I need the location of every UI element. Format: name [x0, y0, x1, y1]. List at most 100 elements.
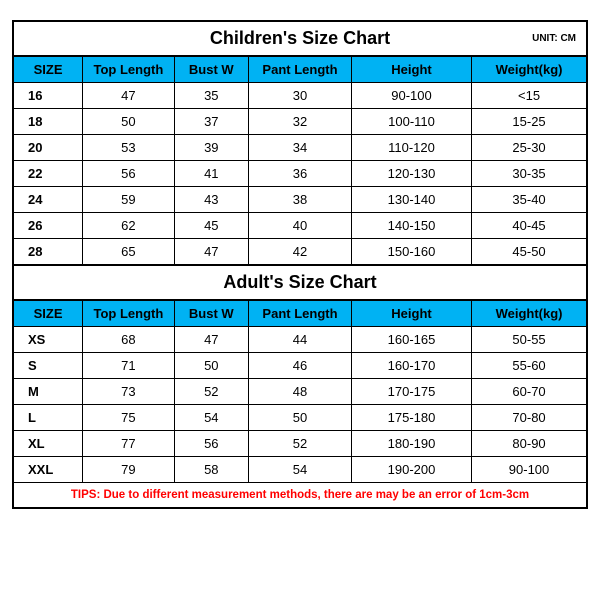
children-chart-title: Children's Size Chart — [162, 28, 438, 49]
col-height: Height — [351, 301, 471, 327]
data-cell: 55-60 — [472, 353, 586, 379]
data-cell: 54 — [249, 457, 352, 483]
col-top-length: Top Length — [83, 301, 175, 327]
data-cell: 75 — [83, 405, 175, 431]
data-cell: 65 — [83, 239, 175, 265]
data-cell: 41 — [174, 161, 248, 187]
unit-label: UNIT: CM — [438, 33, 576, 44]
data-cell: 34 — [249, 135, 352, 161]
data-cell: 44 — [249, 327, 352, 353]
data-cell: 71 — [83, 353, 175, 379]
data-cell: 130-140 — [351, 187, 471, 213]
data-cell: 59 — [83, 187, 175, 213]
table-row: L755450175-18070-80 — [14, 405, 586, 431]
data-cell: 48 — [249, 379, 352, 405]
children-title-row: Children's Size Chart UNIT: CM — [14, 22, 586, 56]
table-row: 26624540140-15040-45 — [14, 213, 586, 239]
data-cell: 15-25 — [472, 109, 586, 135]
table-row: 22564136120-13030-35 — [14, 161, 586, 187]
data-cell: 43 — [174, 187, 248, 213]
data-cell: 175-180 — [351, 405, 471, 431]
data-cell: 120-130 — [351, 161, 471, 187]
data-cell: 52 — [174, 379, 248, 405]
table-row: 1647353090-100<15 — [14, 83, 586, 109]
data-cell: <15 — [472, 83, 586, 109]
size-chart-container: Children's Size Chart UNIT: CM SIZE Top … — [12, 20, 588, 509]
data-cell: 90-100 — [472, 457, 586, 483]
data-cell: 35 — [174, 83, 248, 109]
size-cell: XS — [14, 327, 83, 353]
data-cell: 80-90 — [472, 431, 586, 457]
data-cell: 50 — [249, 405, 352, 431]
data-cell: 30 — [249, 83, 352, 109]
tips-table: TIPS: Due to different measurement metho… — [14, 482, 586, 507]
col-weight: Weight(kg) — [472, 301, 586, 327]
data-cell: 39 — [174, 135, 248, 161]
table-row: 24594338130-14035-40 — [14, 187, 586, 213]
table-row: 18503732100-11015-25 — [14, 109, 586, 135]
data-cell: 68 — [83, 327, 175, 353]
col-weight: Weight(kg) — [472, 57, 586, 83]
size-cell: M — [14, 379, 83, 405]
data-cell: 160-170 — [351, 353, 471, 379]
data-cell: 47 — [174, 239, 248, 265]
data-cell: 37 — [174, 109, 248, 135]
data-cell: 73 — [83, 379, 175, 405]
tips-row: TIPS: Due to different measurement metho… — [14, 483, 586, 508]
data-cell: 50-55 — [472, 327, 586, 353]
data-cell: 35-40 — [472, 187, 586, 213]
col-bust-w: Bust W — [174, 57, 248, 83]
data-cell: 140-150 — [351, 213, 471, 239]
data-cell: 79 — [83, 457, 175, 483]
adult-chart-title: Adult's Size Chart — [162, 272, 438, 293]
data-cell: 150-160 — [351, 239, 471, 265]
data-cell: 180-190 — [351, 431, 471, 457]
size-cell: XXL — [14, 457, 83, 483]
table-row: M735248170-17560-70 — [14, 379, 586, 405]
size-cell: 16 — [14, 83, 83, 109]
data-cell: 36 — [249, 161, 352, 187]
col-size: SIZE — [14, 57, 83, 83]
data-cell: 50 — [83, 109, 175, 135]
adult-header-row: SIZE Top Length Bust W Pant Length Heigh… — [14, 301, 586, 327]
size-cell: 28 — [14, 239, 83, 265]
size-cell: L — [14, 405, 83, 431]
data-cell: 45-50 — [472, 239, 586, 265]
data-cell: 40 — [249, 213, 352, 239]
data-cell: 110-120 — [351, 135, 471, 161]
data-cell: 56 — [174, 431, 248, 457]
col-size: SIZE — [14, 301, 83, 327]
children-size-table: SIZE Top Length Bust W Pant Length Heigh… — [14, 56, 586, 265]
data-cell: 30-35 — [472, 161, 586, 187]
adult-size-table: SIZE Top Length Bust W Pant Length Heigh… — [14, 300, 586, 482]
children-header-row: SIZE Top Length Bust W Pant Length Heigh… — [14, 57, 586, 83]
data-cell: 190-200 — [351, 457, 471, 483]
data-cell: 160-165 — [351, 327, 471, 353]
data-cell: 77 — [83, 431, 175, 457]
data-cell: 170-175 — [351, 379, 471, 405]
data-cell: 54 — [174, 405, 248, 431]
table-row: XS684744160-16550-55 — [14, 327, 586, 353]
table-row: 28654742150-16045-50 — [14, 239, 586, 265]
data-cell: 32 — [249, 109, 352, 135]
data-cell: 90-100 — [351, 83, 471, 109]
table-row: 20533934110-12025-30 — [14, 135, 586, 161]
size-cell: 22 — [14, 161, 83, 187]
table-row: XL775652180-19080-90 — [14, 431, 586, 457]
size-cell: 24 — [14, 187, 83, 213]
data-cell: 53 — [83, 135, 175, 161]
size-cell: S — [14, 353, 83, 379]
table-row: XXL795854190-20090-100 — [14, 457, 586, 483]
adult-title-row: Adult's Size Chart — [14, 265, 586, 300]
data-cell: 60-70 — [472, 379, 586, 405]
size-cell: 26 — [14, 213, 83, 239]
data-cell: 40-45 — [472, 213, 586, 239]
size-cell: 20 — [14, 135, 83, 161]
data-cell: 50 — [174, 353, 248, 379]
col-bust-w: Bust W — [174, 301, 248, 327]
col-pant-length: Pant Length — [249, 301, 352, 327]
data-cell: 70-80 — [472, 405, 586, 431]
table-row: S715046160-17055-60 — [14, 353, 586, 379]
col-height: Height — [351, 57, 471, 83]
data-cell: 47 — [174, 327, 248, 353]
